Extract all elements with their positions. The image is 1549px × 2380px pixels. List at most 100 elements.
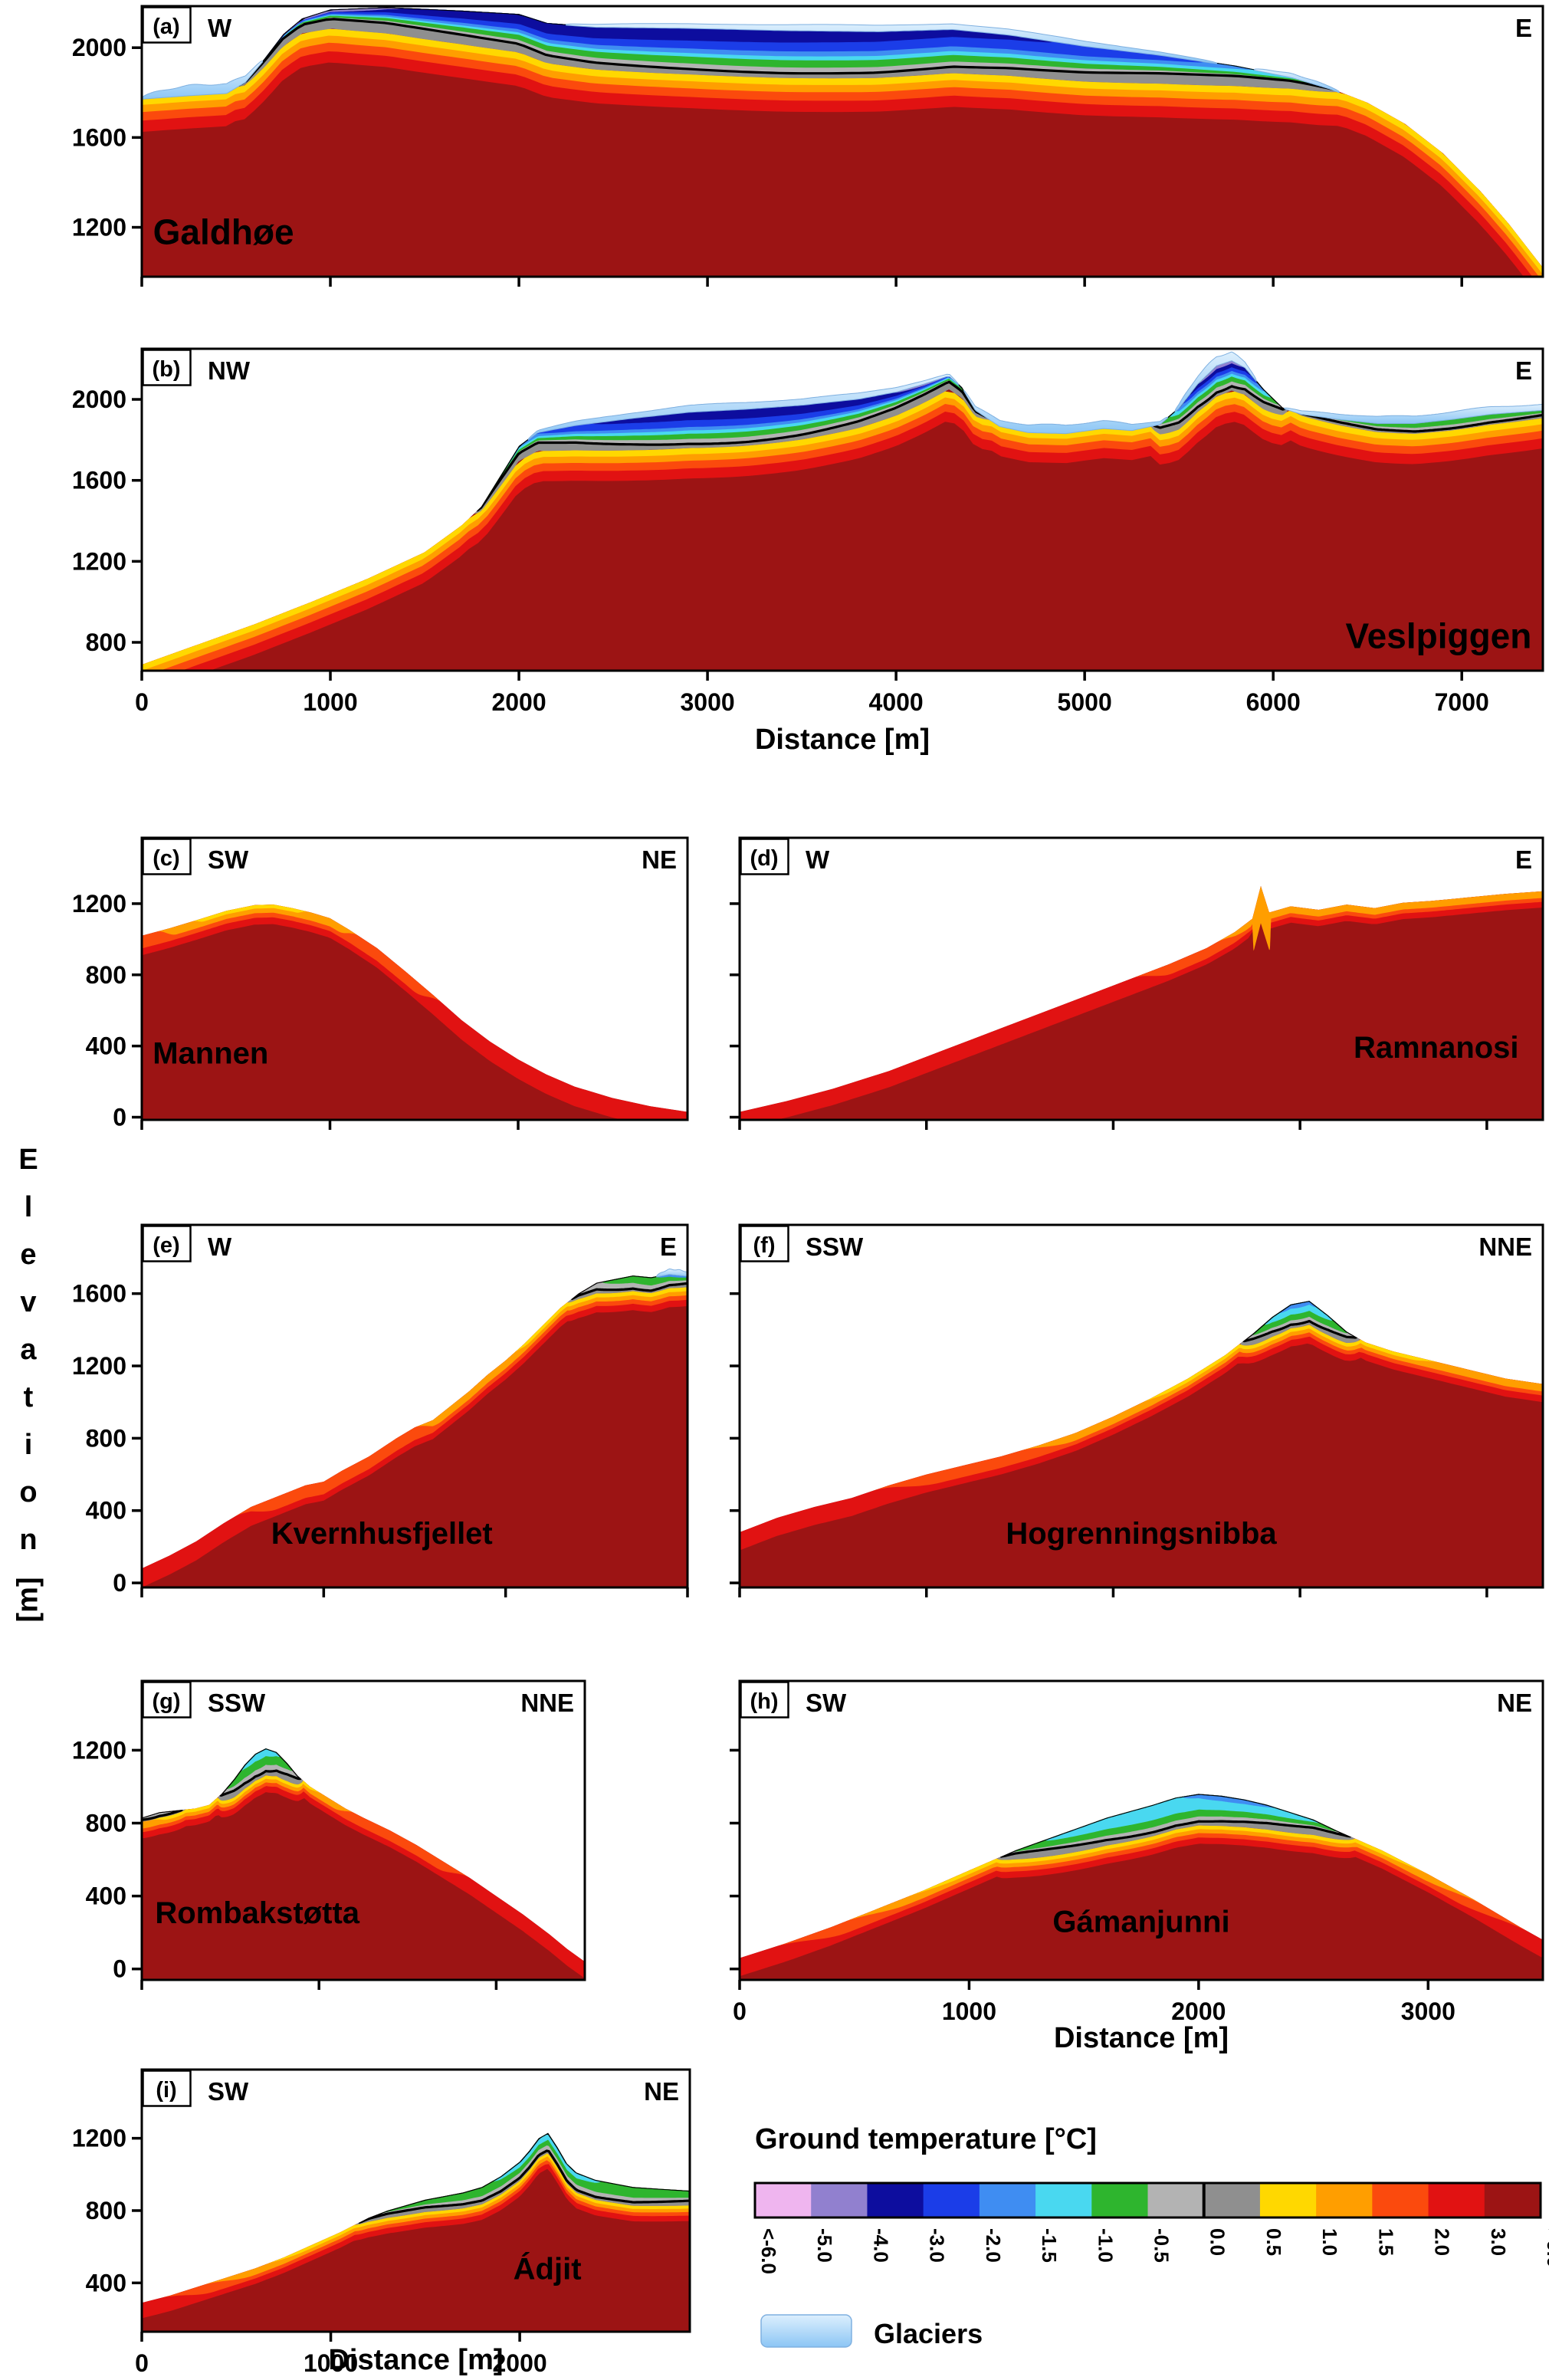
panel-letter: (d) [750,846,778,871]
x-tick-label: 3000 [1401,1998,1455,2025]
y-axis-label-letter: i [24,1429,33,1461]
terrain-body [142,1748,585,1980]
direction-left-label: SW [806,1689,847,1717]
panel-letter-box [740,1681,789,1719]
glacier-shape [142,61,263,100]
panel-plot-area [142,904,688,1120]
panel-letter-box [142,1225,192,1262]
y-tick-label: 1200 [72,214,126,241]
temp-band-orange [142,28,1543,277]
direction-left-label: W [208,14,232,42]
panel-border [140,1679,586,1981]
y-tick-label: 400 [86,1883,126,1910]
mountain-name-label: Veslpiggen [1346,616,1532,656]
terrain-body [740,1301,1543,1587]
temp-band-red [142,391,1543,671]
colorbar-tick-label: <-6.0 [757,2228,780,2274]
permafrost-layer-blue [1183,359,1259,404]
x-tick-label: 0 [135,688,149,716]
glacier-shape [656,1269,688,1278]
mountain-name-label: Kvernhusfjellet [271,1517,493,1551]
colorbar-tick-label: 3.0 [1487,2228,1510,2256]
colorbar-segment [1259,2183,1317,2218]
glacier-shape [566,23,1217,64]
temp-band-orange [142,1775,355,1829]
colorbar-tick-label: 2.0 [1431,2228,1454,2256]
direction-left-label: SSW [806,1233,864,1261]
y-tick-label: 1200 [72,2125,126,2152]
panel-f: (f) SSW NNE Hogrenningsnibba [730,1223,1544,1597]
panel-plot-area [740,1301,1543,1587]
direction-right-label: NE [642,845,677,874]
y-tick-label: 800 [86,2197,126,2224]
temp-band-verm [142,391,1543,671]
panel-i: 400 800 1200 0 1000 2000 (i) SW NE Ádjit [72,2068,691,2377]
panel-border [140,2068,691,2333]
colorbar-tick-label: -5.0 [813,2228,836,2263]
temp-band-yellow [142,28,1543,275]
panel-e: 0 400 800 1200 1600 (e) W E Kvernhusfjellet [72,1223,689,1597]
terrain-body [142,2132,690,2332]
y-tick-label: 1200 [72,547,126,575]
y-tick-label: 1200 [72,890,126,918]
glacier-shape [527,373,959,441]
glacier-legend-label: Glaciers [874,2318,983,2349]
terrain-body [740,885,1543,1120]
x-axis-label-h: Distance [m] [1053,2022,1229,2054]
panel-letter-box [740,1225,789,1262]
panel-letter-box [740,838,789,875]
panel-h: 0 1000 2000 3000 (h) SW NE Gámanjunni [730,1679,1544,2025]
colorbar-segment [1484,2183,1541,2218]
panel-letter: (g) [152,1689,180,1714]
mountain-name-label: Mannen [153,1036,268,1070]
panel-plot-area [740,1794,1543,1980]
mountain-name-label: Galdhøe [153,212,294,252]
y-tick-label: 1200 [72,1736,126,1764]
colorbar-tick-label: 1.0 [1318,2228,1341,2256]
colorbar-segment [1372,2183,1429,2218]
panel-letter: (f) [753,1233,776,1258]
direction-right-label: E [1515,356,1532,385]
permafrost-layer-navy [275,7,1057,44]
direction-left-label: SSW [208,1689,266,1717]
permafrost-layer-cyan [1045,1794,1321,1841]
temp-band-orange [1216,888,1543,943]
temp-band-orange [415,1287,688,1428]
y-axis-label-letter: t [23,1381,34,1413]
permafrost-layer-blueL [1279,1301,1318,1313]
direction-left-label: SW [208,845,249,874]
x-axis-label-i: Distance [m] [328,2344,504,2376]
colorbar-segment [1035,2183,1092,2218]
direction-left-label: W [806,845,830,874]
y-tick-label: 2000 [72,386,126,413]
temp-band-yellow [150,1775,323,1820]
colorbar-tick-label: 0.5 [1262,2228,1285,2256]
colorbar-segment [979,2183,1036,2218]
direction-left-label: NW [208,356,251,385]
y-tick-label: 0 [113,1104,126,1131]
x-tick-label: 0 [733,1998,747,2025]
mountain-name-label: Ramnanosi [1354,1031,1519,1065]
panel-c: 0 400 800 1200 (c) SW NE Mannen [72,836,689,1131]
permafrost-layer-green [1252,1301,1348,1335]
temp-band-yellow [192,904,308,922]
permafrost-layer-blueL [1182,1794,1275,1808]
direction-right-label: NE [644,2077,679,2106]
y-tick-label: 1200 [72,1352,126,1380]
direction-right-label: E [660,1233,677,1261]
direction-right-label: NE [1497,1689,1532,1717]
terrain-body [142,904,688,1120]
panel-letter: (a) [153,15,179,39]
panel-plot-area [142,2132,690,2332]
y-axis-label-letter: n [19,1524,38,1556]
colorbar-tick-label: 1.5 [1374,2228,1397,2256]
panel-border [140,5,1544,278]
panel-border [140,347,1544,672]
y-tick-label: 400 [86,1497,126,1525]
permafrost-layer-navy [1189,359,1252,395]
colorbar-segment [1147,2183,1205,2218]
colorbar-segment [923,2183,980,2218]
x-tick-label: 1000 [303,688,357,716]
y-tick-label: 400 [86,1032,126,1060]
